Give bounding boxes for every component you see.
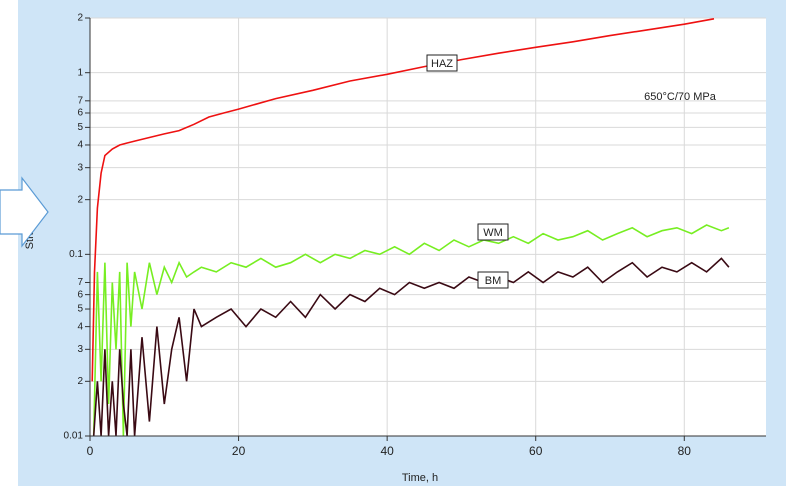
plot-area <box>90 18 766 436</box>
tag-box <box>477 271 509 289</box>
series-line <box>92 257 730 437</box>
tag-box <box>477 223 509 241</box>
y-tick-label: 2 <box>77 194 83 205</box>
legend-label: BM <box>485 275 502 287</box>
arrow-icon <box>0 176 49 248</box>
y-tick-label: 7 <box>77 95 83 106</box>
y-tick-label: 0.01 <box>64 431 84 442</box>
x-tick-label: 0 <box>87 444 94 458</box>
y-tick-label: 3 <box>77 162 83 173</box>
y-tick-label: 5 <box>77 304 83 315</box>
annotation: 650°C/70 MPa <box>644 91 717 103</box>
y-tick-label: 7 <box>77 277 83 288</box>
y-tick-label: 3 <box>77 344 83 355</box>
legend-label: WM <box>483 227 503 239</box>
legend-label: HAZ <box>431 58 453 70</box>
tag-box <box>426 54 458 72</box>
y-tick-label: 2 <box>77 13 83 24</box>
y-tick-label: 1 <box>77 67 83 78</box>
series-tags: HAZ WM BM <box>426 54 509 289</box>
series-line <box>92 224 730 437</box>
y-tick-label: 0.1 <box>69 249 83 260</box>
x-tick-label: 40 <box>380 444 394 458</box>
y-tick-label: 2 <box>77 376 83 387</box>
y-tick-label: 6 <box>77 289 83 300</box>
series-line <box>91 18 715 382</box>
x-axis-label: Time, h <box>402 472 438 484</box>
y-tick-label: 5 <box>77 122 83 133</box>
y-tick-label: 6 <box>77 108 83 119</box>
x-tick-label: 60 <box>529 444 543 458</box>
grid <box>89 17 766 437</box>
x-tick-label: 80 <box>678 444 692 458</box>
y-tick-label: 4 <box>77 321 83 332</box>
y-tick-label: 4 <box>77 140 83 151</box>
x-tick-label: 20 <box>232 444 246 458</box>
lines <box>91 18 730 437</box>
